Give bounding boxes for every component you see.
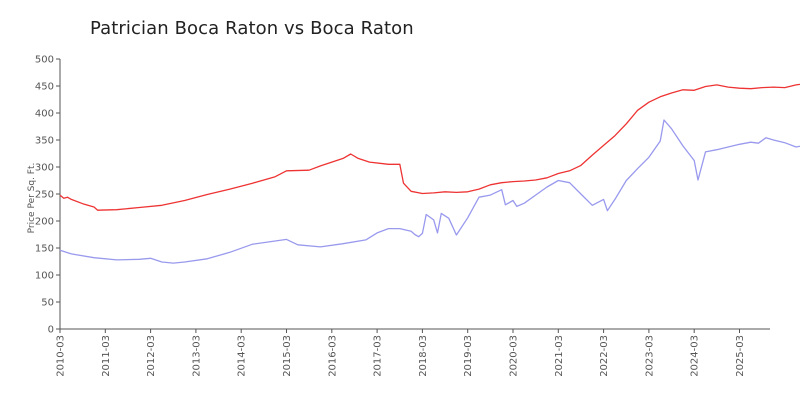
x-tick-label: 2018-03 bbox=[418, 335, 429, 377]
x-tick-label: 2020-03 bbox=[509, 335, 520, 377]
y-tick-label: 450 bbox=[35, 82, 54, 93]
x-tick-label: 2022-03 bbox=[599, 335, 610, 377]
x-tick-label: 2023-03 bbox=[644, 335, 655, 377]
y-tick-label: 50 bbox=[41, 298, 54, 309]
chart-title: Patrician Boca Raton vs Boca Raton bbox=[90, 18, 414, 39]
x-tick-label: 2010-03 bbox=[56, 335, 67, 377]
y-tick-label: 500 bbox=[35, 55, 54, 66]
y-tick-label: 350 bbox=[35, 136, 54, 147]
y-tick-label: 300 bbox=[35, 163, 54, 174]
x-tick-label: 2016-03 bbox=[327, 335, 338, 377]
x-tick-label: 2013-03 bbox=[191, 335, 202, 377]
y-tick-label: 0 bbox=[48, 325, 54, 336]
x-tick-label: 2021-03 bbox=[554, 335, 565, 377]
x-tick-label: 2024-03 bbox=[690, 335, 701, 377]
y-axis-title: Price Per Sq. Ft. bbox=[27, 163, 37, 234]
x-tick-label: 2011-03 bbox=[101, 335, 112, 377]
y-tick-label: 200 bbox=[35, 217, 54, 228]
y-tick-label: 150 bbox=[35, 244, 54, 255]
x-tick-label: 2019-03 bbox=[463, 335, 474, 377]
x-tick-label: 2017-03 bbox=[373, 335, 384, 377]
x-tick-label: 2015-03 bbox=[282, 335, 293, 377]
x-tick-label: 2014-03 bbox=[237, 335, 248, 377]
y-tick-label: 400 bbox=[35, 109, 54, 120]
series-line-1 bbox=[59, 83, 800, 211]
x-tick-label: 2025-03 bbox=[735, 335, 746, 377]
y-tick-label: 100 bbox=[35, 271, 54, 282]
series-line-2 bbox=[59, 119, 800, 264]
x-tick-label: 2012-03 bbox=[146, 335, 157, 377]
y-tick-label: 250 bbox=[35, 190, 54, 201]
